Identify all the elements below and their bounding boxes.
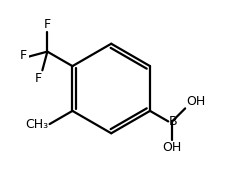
Text: F: F — [44, 18, 51, 31]
Text: F: F — [20, 49, 27, 62]
Text: B: B — [169, 115, 178, 128]
Text: OH: OH — [186, 95, 205, 107]
Text: CH₃: CH₃ — [26, 118, 49, 132]
Text: OH: OH — [162, 141, 182, 154]
Text: F: F — [34, 72, 41, 85]
